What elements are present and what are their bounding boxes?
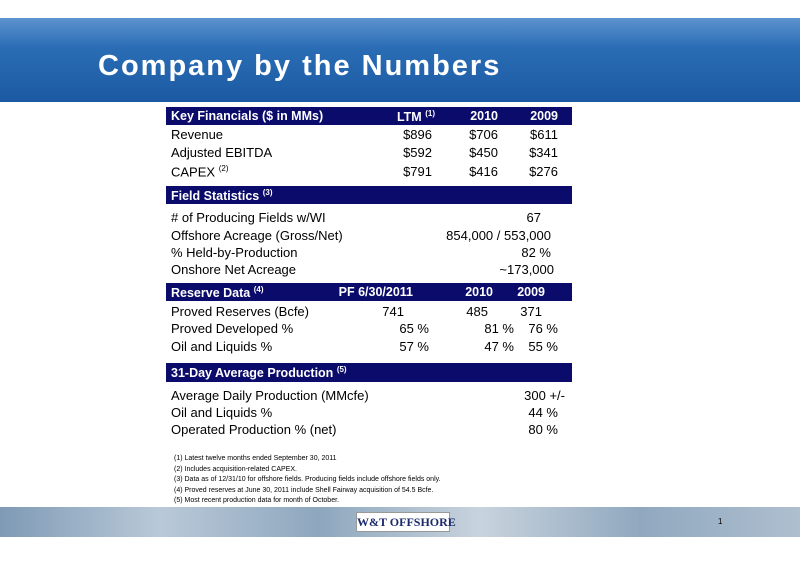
section-bar xyxy=(166,363,572,382)
cell-value: 65 % xyxy=(399,321,429,336)
row-label: Oil and Liquids % xyxy=(171,405,273,420)
row-label: Revenue xyxy=(171,127,224,142)
section-bar xyxy=(166,107,572,125)
footnote: (1) Latest twelve months ended September… xyxy=(174,455,337,462)
superscript: (4) xyxy=(253,285,264,294)
row-label: Proved Reserves (Bcfe) xyxy=(171,304,309,319)
row-label: Offshore Acreage (Gross/Net) xyxy=(171,228,343,243)
header-band xyxy=(0,18,800,102)
logo: W&T OFFSHORE xyxy=(356,512,456,532)
section-bar xyxy=(166,186,572,204)
superscript: (1) xyxy=(425,109,435,118)
page-number: 1 xyxy=(718,517,723,526)
cell-value: 80 % xyxy=(528,422,558,437)
section-title: Key Financials ($ in MMs) xyxy=(171,109,324,123)
footnote: (4) Proved reserves at June 30, 2011 inc… xyxy=(174,486,434,494)
column-header: 2010 xyxy=(470,109,498,123)
row-label: Proved Developed % xyxy=(171,321,294,336)
cell-value: 371 xyxy=(520,304,542,319)
section-title: Reserve Data (4) xyxy=(171,285,264,301)
column-header: 2010 xyxy=(465,285,493,299)
cell-value: $416 xyxy=(469,164,498,179)
cell-value: $592 xyxy=(403,145,432,160)
column-header: 2009 xyxy=(530,109,558,123)
cell-value: 44 % xyxy=(528,405,558,420)
cell-value: 76 % xyxy=(528,321,558,336)
cell-value: $896 xyxy=(403,127,432,142)
section-bar xyxy=(166,283,572,301)
row-label: # of Producing Fields w/WI xyxy=(171,210,326,225)
section-title: 31-Day Average Production (5) xyxy=(171,365,347,381)
column-header: PF 6/30/2011 xyxy=(338,285,413,299)
row-label: Oil and Liquids % xyxy=(171,339,273,354)
cell-value: $276 xyxy=(529,164,558,179)
cell-value: 741 xyxy=(382,304,404,319)
cell-value: 485 xyxy=(466,304,488,319)
cell-value: 57 % xyxy=(399,339,429,354)
cell-value: $706 xyxy=(469,127,498,142)
cell-value: 82 % xyxy=(521,245,551,260)
column-header: LTM (1) xyxy=(396,109,435,125)
cell-value: $791 xyxy=(403,164,432,179)
footnote: (3) Data as of 12/31/10 for offshore fie… xyxy=(174,476,441,483)
footnote: (5) Most recent production data for mont… xyxy=(174,497,339,504)
superscript: (5) xyxy=(336,365,347,374)
cell-value: 55 % xyxy=(528,339,558,354)
row-label: Average Daily Production (MMcfe) xyxy=(171,388,369,403)
cell-value: $341 xyxy=(529,145,558,160)
column-header: 2009 xyxy=(517,285,545,299)
footnote: (2) Includes acquisition-related CAPEX. xyxy=(174,465,297,473)
superscript: (3) xyxy=(262,188,273,197)
cell-value: 81 % xyxy=(484,321,514,336)
cell-value: ~173,000 xyxy=(499,262,554,277)
cell-value: 67 xyxy=(526,210,541,225)
row-label: CAPEX (2) xyxy=(171,164,229,180)
cell-value: 854,000 / 553,000 xyxy=(446,228,551,243)
slide-title: Company by the Numbers xyxy=(98,50,502,82)
row-label: Onshore Net Acreage xyxy=(171,262,297,277)
cell-value: 300 +/- xyxy=(524,388,565,403)
cell-value: $611 xyxy=(530,127,558,142)
row-label: Adjusted EBITDA xyxy=(171,145,273,160)
section-title: Field Statistics (3) xyxy=(171,188,273,204)
row-label: Operated Production % (net) xyxy=(171,422,337,437)
row-label: % Held-by-Production xyxy=(171,245,298,260)
superscript: (2) xyxy=(218,164,229,173)
cell-value: $450 xyxy=(469,145,498,160)
cell-value: 47 % xyxy=(484,339,514,354)
